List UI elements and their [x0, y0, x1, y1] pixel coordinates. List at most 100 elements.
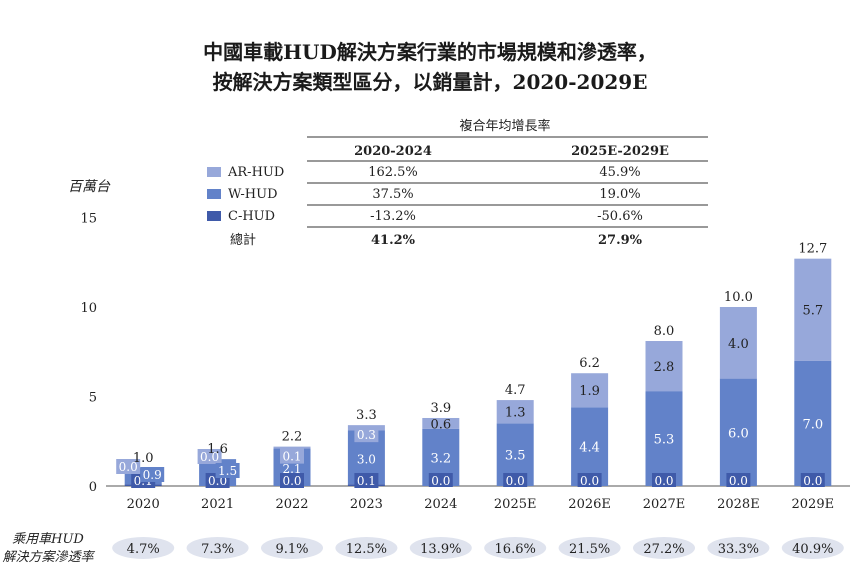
segment-label-c-hud: 0.0 — [506, 474, 525, 488]
cagr-value: -13.2% — [370, 209, 416, 224]
bar-segment-ar-hud — [794, 258, 832, 361]
bar-segment-w-hud — [645, 391, 683, 486]
segment-label-w-hud: 3.0 — [357, 452, 376, 466]
bar-segment-w-hud — [571, 407, 609, 486]
segment-label-w-hud-box — [215, 463, 240, 478]
legend-swatch-ar-hud — [207, 167, 221, 177]
segment-label-w-hud: 4.4 — [579, 441, 600, 456]
penetration-pill — [112, 537, 175, 559]
penetration-pill — [633, 537, 695, 559]
penetration-label-line2: 解決方案滲透率 — [2, 549, 95, 565]
segment-label-w-hud: 1.5 — [218, 464, 237, 478]
bar-segment-ar-hud — [645, 341, 683, 392]
cagr-column-header: 2020-2024 — [354, 144, 432, 159]
x-tick-label: 2028E — [717, 497, 760, 512]
segment-label-ar-hud: 1.3 — [505, 406, 526, 421]
y-tick-label: 0 — [89, 480, 97, 495]
x-tick-label: 2029E — [792, 497, 835, 512]
penetration-label-line1: 乘用車HUD — [12, 532, 84, 547]
segment-label-ar-hud: 0.0 — [200, 450, 219, 464]
bar-total-label: 6.2 — [579, 356, 600, 371]
penetration-pill — [558, 537, 621, 559]
x-tick-label: 2025E — [494, 497, 537, 512]
bar-total-label: 10.0 — [724, 290, 753, 305]
bar-segment-ar-hud — [719, 307, 757, 379]
penetration-value: 9.1% — [275, 542, 308, 557]
cagr-total-label: 總計 — [230, 232, 256, 248]
segment-label-ar-hud-box — [354, 427, 379, 443]
penetration-value: 27.2% — [643, 542, 684, 557]
chart-title-line2: 按解決方案類型區分，以銷量計，2020-2029E — [212, 70, 648, 94]
segment-label-ar-hud-box — [116, 459, 141, 474]
cagr-table-header: 複合年均增長率 — [459, 118, 550, 134]
segment-label-w-hud: 3.2 — [430, 451, 451, 466]
penetration-value: 4.7% — [127, 542, 160, 557]
segment-label-ar-hud: 2.8 — [654, 360, 675, 375]
cagr-total-value: 41.2% — [371, 233, 416, 248]
x-tick-label: 2027E — [643, 497, 686, 512]
segment-label-ar-hud: 1.9 — [579, 384, 600, 399]
penetration-value: 12.5% — [346, 542, 387, 557]
penetration-pill — [484, 537, 547, 559]
bar-segment-ar-hud — [496, 400, 534, 424]
x-tick-label: 2021 — [201, 497, 234, 512]
segment-label-c-hud: 0.0 — [580, 474, 599, 488]
bar-total-label: 8.0 — [654, 324, 675, 339]
penetration-pill — [186, 537, 249, 559]
bar-segment-ar-hud — [422, 417, 460, 429]
segment-label-ar-hud: 0.0 — [119, 460, 138, 474]
segment-label-c-hud-box — [800, 473, 825, 487]
legend-label: C-HUD — [228, 209, 275, 224]
segment-label-c-hud-box — [354, 473, 379, 488]
legend-label: AR-HUD — [227, 165, 284, 180]
cagr-value: -50.6% — [597, 209, 643, 224]
cagr-total-value: 27.9% — [598, 233, 643, 248]
segment-label-c-hud: 0.0 — [282, 474, 301, 488]
penetration-value: 7.3% — [201, 542, 234, 557]
segment-label-c-hud: 0.1 — [357, 474, 376, 488]
penetration-pill — [261, 537, 323, 559]
segment-label-w-hud: 0.9 — [143, 468, 162, 482]
penetration-value: 33.3% — [718, 542, 759, 557]
bar-segment-ar-hud — [273, 446, 311, 449]
segment-label-c-hud-box — [577, 473, 602, 487]
penetration-value: 16.6% — [495, 542, 536, 557]
bar-segment-ar-hud — [571, 373, 609, 408]
cagr-column-header: 2025E-2029E — [571, 144, 669, 159]
bar-total-label: 4.7 — [505, 383, 526, 398]
x-tick-label: 2023 — [350, 497, 383, 512]
x-tick-label: 2026E — [568, 497, 611, 512]
x-tick-label: 2022 — [275, 497, 308, 512]
segment-label-ar-hud: 0.3 — [357, 428, 376, 442]
bar-segment-w-hud — [719, 378, 757, 486]
y-tick-label: 15 — [80, 212, 97, 227]
bar-total-label: 1.0 — [133, 451, 154, 466]
penetration-value: 13.9% — [420, 542, 461, 557]
penetration-pill — [409, 537, 472, 559]
bar-total-label: 3.3 — [356, 408, 377, 423]
cagr-value: 37.5% — [372, 187, 413, 202]
penetration-pill — [707, 537, 770, 559]
segment-label-c-hud: 0.0 — [431, 474, 450, 488]
x-tick-label: 2024 — [424, 497, 457, 512]
bar-total-label: 3.9 — [430, 401, 451, 416]
segment-label-w-hud: 2.1 — [282, 462, 301, 476]
segment-label-ar-hud-box — [280, 448, 304, 464]
x-tick-label: 2020 — [127, 497, 160, 512]
segment-label-c-hud-box — [726, 473, 751, 487]
segment-label-w-hud: 6.0 — [728, 426, 749, 441]
segment-label-w-hud: 7.0 — [802, 417, 823, 432]
bar-total-label: 1.6 — [207, 442, 228, 457]
segment-label-w-hud: 5.3 — [654, 433, 675, 448]
segment-label-ar-hud-box — [197, 449, 222, 464]
segment-label-c-hud-box — [652, 473, 676, 487]
cagr-value: 162.5% — [368, 165, 418, 180]
segment-label-c-hud: 0.0 — [729, 474, 748, 488]
chart-title-line1: 中國車載HUD解決方案行業的市場規模和滲透率， — [203, 40, 657, 64]
bar-total-label: 2.2 — [282, 430, 303, 445]
penetration-value: 21.5% — [569, 542, 610, 557]
segment-label-w-hud: 3.5 — [505, 449, 526, 464]
segment-label-ar-hud: 0.6 — [430, 417, 451, 432]
bar-total-label: 12.7 — [798, 242, 827, 257]
